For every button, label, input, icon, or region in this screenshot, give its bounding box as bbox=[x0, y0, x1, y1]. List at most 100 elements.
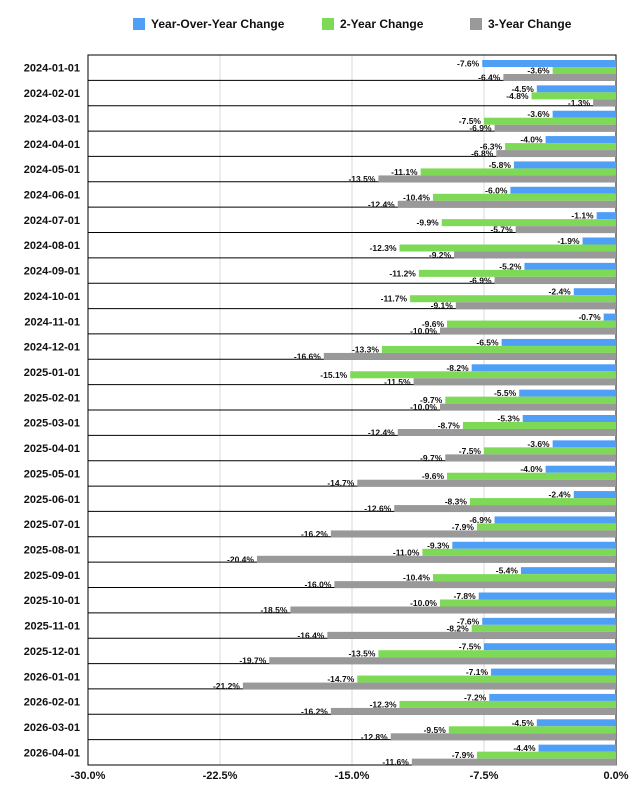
data-label: -20.4% bbox=[227, 554, 254, 564]
bar bbox=[462, 422, 616, 429]
legend-label-3yr: 3-Year Change bbox=[488, 17, 572, 31]
data-label: -6.8% bbox=[471, 149, 494, 159]
category-label: 2026-03-01 bbox=[24, 722, 80, 734]
data-label: -11.2% bbox=[389, 268, 416, 278]
category-label: 2024-05-01 bbox=[24, 164, 80, 176]
data-label: -1.9% bbox=[557, 236, 580, 246]
bar bbox=[327, 631, 616, 639]
bar bbox=[410, 295, 616, 303]
bar bbox=[447, 472, 616, 480]
bar bbox=[520, 567, 616, 575]
category-label: 2025-09-01 bbox=[24, 570, 80, 582]
category-label: 2024-04-01 bbox=[24, 139, 80, 151]
bar bbox=[552, 67, 616, 74]
bar bbox=[445, 454, 616, 462]
data-label: -5.4% bbox=[496, 566, 519, 576]
bar bbox=[397, 429, 616, 436]
data-label: -2.4% bbox=[549, 490, 572, 500]
bar bbox=[256, 555, 616, 563]
data-label: -7.1% bbox=[466, 667, 489, 677]
category-label: 2025-05-01 bbox=[24, 468, 80, 480]
data-label: -9.6% bbox=[422, 471, 445, 481]
data-label: -3.6% bbox=[527, 66, 550, 76]
legend-swatch-2yr bbox=[322, 18, 334, 30]
legend-item-yoy: Year-Over-Year Change bbox=[133, 14, 284, 34]
bar bbox=[269, 657, 616, 665]
data-label: -6.4% bbox=[478, 73, 501, 83]
bar bbox=[573, 491, 616, 499]
category-label: 2025-10-01 bbox=[24, 595, 80, 607]
category-label: 2024-01-01 bbox=[24, 63, 80, 75]
bar bbox=[357, 479, 616, 487]
data-label: -6.5% bbox=[476, 337, 499, 347]
bar bbox=[484, 117, 616, 125]
bar bbox=[494, 516, 616, 524]
data-label: -16.2% bbox=[301, 529, 328, 539]
data-label: -6.3% bbox=[480, 142, 503, 152]
bar bbox=[411, 758, 616, 766]
bar bbox=[471, 624, 616, 632]
bar bbox=[494, 276, 616, 284]
bar bbox=[323, 352, 616, 360]
data-label: -10.0% bbox=[410, 598, 437, 608]
category-label: 2024-03-01 bbox=[24, 113, 80, 125]
data-label: -5.8% bbox=[489, 160, 512, 170]
bar bbox=[330, 530, 616, 538]
data-label: -11.1% bbox=[391, 167, 418, 177]
bar bbox=[545, 136, 616, 144]
data-label: -9.7% bbox=[420, 453, 443, 463]
category-label: 2024-09-01 bbox=[24, 266, 80, 278]
data-label: -9.3% bbox=[427, 540, 450, 550]
legend-label-2yr: 2-Year Change bbox=[340, 17, 424, 31]
data-label: -12.3% bbox=[370, 699, 397, 709]
data-label: -12.4% bbox=[368, 428, 395, 438]
bar bbox=[496, 150, 616, 158]
data-label: -7.5% bbox=[459, 116, 482, 126]
bar bbox=[603, 313, 616, 321]
bar bbox=[536, 85, 616, 93]
x-tick-label: -7.5% bbox=[470, 770, 499, 782]
category-label: 2024-10-01 bbox=[24, 291, 80, 303]
data-label: -4.4% bbox=[513, 743, 536, 753]
bar bbox=[330, 707, 616, 715]
bar bbox=[476, 523, 616, 531]
x-tick-label: -30.0% bbox=[71, 770, 106, 782]
data-label: -4.5% bbox=[512, 718, 535, 728]
bar bbox=[399, 244, 616, 252]
bar bbox=[242, 682, 616, 690]
category-label: 2025-02-01 bbox=[24, 392, 80, 404]
bar bbox=[454, 251, 616, 259]
category-label: 2025-07-01 bbox=[24, 519, 80, 531]
data-label: -12.8% bbox=[361, 732, 388, 742]
data-label: -16.4% bbox=[297, 630, 324, 640]
bar bbox=[519, 389, 616, 397]
bar bbox=[582, 237, 616, 245]
bar bbox=[432, 574, 616, 582]
data-label: -12.4% bbox=[368, 199, 395, 209]
bar bbox=[524, 262, 616, 270]
bar bbox=[441, 219, 616, 227]
bar bbox=[596, 212, 616, 220]
bar bbox=[482, 617, 616, 625]
data-label: -7.8% bbox=[454, 591, 477, 601]
data-label: -6.9% bbox=[469, 515, 492, 525]
data-label: -10.4% bbox=[403, 573, 430, 583]
bar bbox=[515, 226, 616, 234]
data-label: -13.5% bbox=[348, 174, 375, 184]
data-label: -12.6% bbox=[364, 504, 391, 514]
bar bbox=[397, 200, 616, 208]
x-tick-label: -15.0% bbox=[335, 770, 370, 782]
category-label: 2026-01-01 bbox=[24, 671, 80, 683]
data-label: -8.2% bbox=[446, 623, 469, 633]
data-label: -6.9% bbox=[469, 275, 492, 285]
bar bbox=[531, 92, 616, 100]
bar bbox=[447, 320, 616, 328]
x-tick-label: -22.5% bbox=[203, 770, 238, 782]
data-label: -7.6% bbox=[457, 616, 480, 626]
data-label: -5.7% bbox=[490, 225, 513, 235]
data-label: -6.0% bbox=[485, 185, 508, 195]
data-label: -3.6% bbox=[527, 439, 550, 449]
bar bbox=[334, 581, 616, 589]
data-label: -7.9% bbox=[452, 522, 475, 532]
data-label: -10.0% bbox=[410, 402, 437, 412]
